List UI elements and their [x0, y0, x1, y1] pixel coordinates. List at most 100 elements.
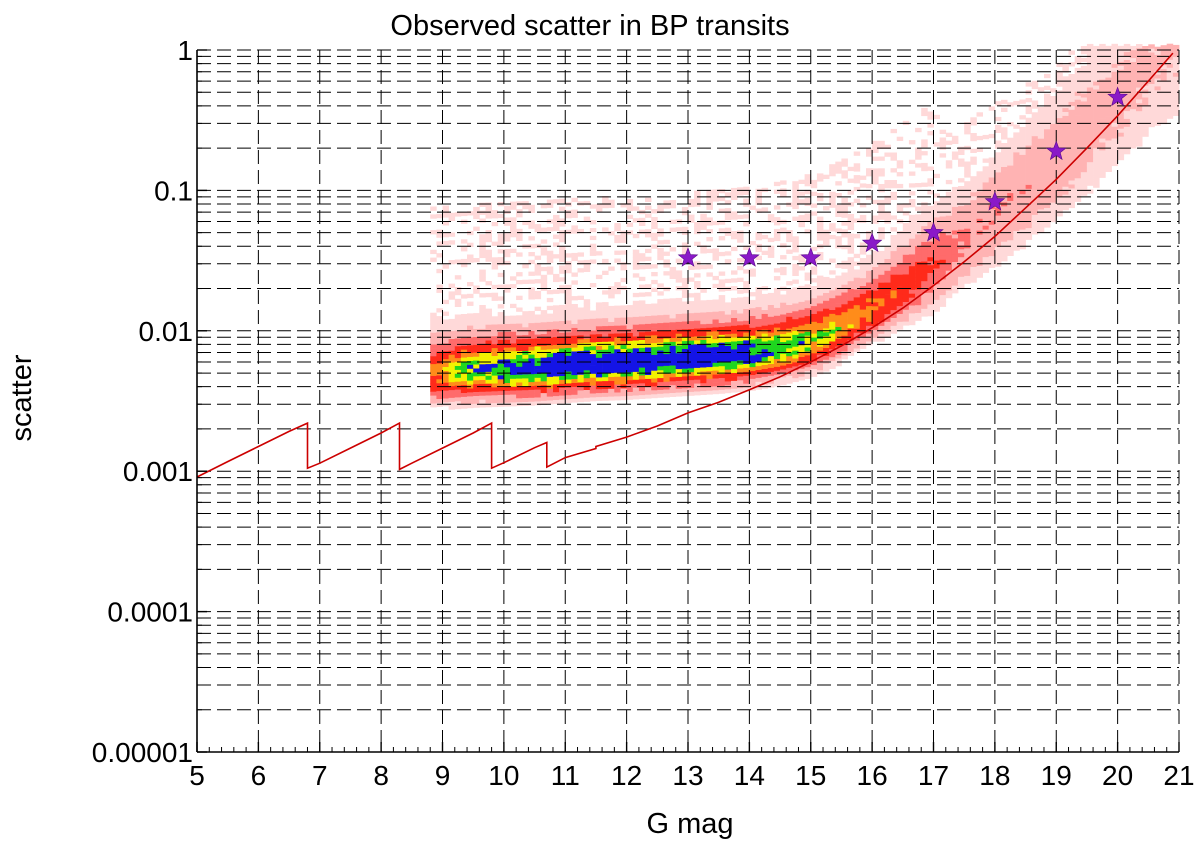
density-cell	[1136, 142, 1143, 147]
density-cell	[700, 347, 707, 352]
density-cell	[878, 258, 885, 263]
density-cell	[528, 381, 535, 386]
density-cell	[816, 236, 824, 241]
density-cell	[896, 203, 904, 208]
density-cell	[1111, 83, 1118, 88]
density-cell	[755, 295, 762, 300]
density-cell	[473, 391, 480, 396]
density-cell	[503, 319, 511, 324]
density-cell	[743, 190, 750, 195]
density-cell	[737, 336, 744, 341]
density-cell	[724, 329, 732, 335]
density-cell	[890, 282, 897, 287]
density-cell	[816, 283, 824, 288]
density-cell	[430, 387, 437, 392]
density-cell	[546, 199, 554, 204]
density-cell	[927, 304, 934, 309]
density-cell	[841, 260, 848, 265]
density-cell	[430, 383, 437, 388]
density-cell	[657, 307, 664, 312]
density-cell	[553, 395, 560, 400]
density-cell	[497, 241, 505, 246]
density-cell	[602, 369, 609, 374]
density-cell	[958, 260, 965, 265]
density-cell	[620, 364, 627, 369]
density-cell	[479, 320, 486, 325]
density-cell	[602, 306, 609, 311]
density-cell	[1019, 154, 1026, 159]
density-cell	[810, 266, 818, 271]
density-cell	[589, 385, 597, 390]
density-cell	[1142, 120, 1149, 125]
density-cell	[571, 296, 578, 301]
density-cell	[577, 323, 584, 328]
density-cell	[872, 321, 879, 326]
density-cell	[1013, 211, 1020, 216]
density-cell	[792, 236, 799, 241]
density-cell	[1037, 106, 1045, 112]
density-cell	[485, 355, 492, 361]
density-cell	[540, 204, 548, 209]
density-cell	[448, 393, 456, 398]
density-cell	[491, 351, 499, 356]
density-cell	[859, 313, 867, 318]
density-cell	[1136, 103, 1143, 108]
density-cell	[1086, 51, 1094, 57]
density-cell	[1056, 157, 1063, 162]
density-cell	[473, 395, 480, 400]
density-cell	[1099, 134, 1106, 139]
density-cell	[638, 304, 646, 309]
density-cell	[767, 344, 775, 349]
density-cell	[632, 391, 640, 396]
density-cell	[755, 196, 762, 201]
density-cell	[528, 236, 535, 241]
density-cell	[712, 382, 719, 387]
density-cell	[908, 214, 916, 220]
density-cell	[859, 250, 867, 255]
density-cell	[921, 221, 928, 227]
density-cell	[994, 124, 1002, 130]
density-cell	[565, 355, 572, 360]
density-cell	[534, 397, 542, 402]
density-cell	[669, 345, 677, 350]
density-cell	[786, 336, 793, 341]
density-cell	[602, 227, 609, 232]
density-cell	[1013, 148, 1020, 153]
density-cell	[853, 344, 861, 349]
density-cell	[1031, 230, 1039, 235]
density-cell	[823, 300, 830, 305]
density-cell	[448, 342, 456, 347]
density-cell	[534, 373, 542, 378]
density-cell	[595, 341, 603, 346]
density-cell	[902, 301, 910, 306]
density-cell	[964, 259, 971, 265]
density-cell	[755, 357, 762, 363]
density-cell	[510, 303, 517, 309]
density-cell	[976, 249, 983, 255]
density-cell	[657, 228, 664, 233]
density-cell	[945, 270, 953, 275]
density-cell	[1111, 59, 1118, 64]
density-cell	[835, 295, 842, 300]
x-tick-label: 20	[1102, 760, 1133, 791]
density-cell	[1013, 195, 1020, 200]
y-tick-label: 0.0001	[107, 597, 193, 628]
density-cell	[663, 204, 670, 209]
density-cell	[688, 371, 695, 377]
density-cell	[792, 193, 799, 198]
density-cell	[491, 296, 499, 301]
density-cell	[1068, 93, 1075, 98]
density-cell	[1062, 64, 1069, 69]
density-cell	[982, 221, 990, 226]
density-cell	[1031, 226, 1039, 231]
density-cell	[503, 327, 511, 332]
density-cell	[1111, 102, 1118, 108]
density-cell	[939, 212, 947, 217]
density-cell	[510, 398, 517, 403]
density-cell	[485, 336, 492, 341]
density-cell	[835, 240, 842, 245]
density-cell	[454, 302, 462, 307]
density-cell	[608, 364, 615, 370]
density-cell	[1086, 118, 1094, 123]
density-cell	[976, 257, 983, 263]
